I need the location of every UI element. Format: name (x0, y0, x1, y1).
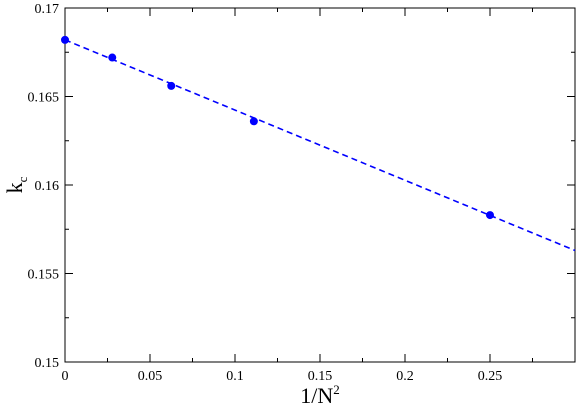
x-tick-label: 0 (62, 369, 69, 384)
y-tick-label: 0.15 (35, 356, 60, 371)
y-tick-label: 0.165 (28, 91, 60, 106)
data-point (249, 117, 258, 126)
y-axis-label: kc (2, 176, 30, 193)
data-point (486, 211, 494, 220)
y-tick-label: 0.155 (28, 268, 60, 283)
x-tick-label: 0.15 (308, 369, 333, 384)
tick-labels: 0 0.05 0.1 0.15 0.2 0.25 0.15 0.155 0.16 0.165 0.1… (28, 2, 503, 384)
data-point (167, 81, 176, 90)
x-tick-label: 0.25 (478, 369, 503, 384)
x-tick-label: 0.05 (138, 369, 163, 384)
x-tick-label: 0.1 (226, 369, 244, 384)
ticks (64, 7, 575, 363)
plot-frame (64, 7, 576, 363)
y-tick-label: 0.17 (35, 2, 60, 17)
fit-line (64, 39, 576, 252)
data-point (61, 35, 69, 44)
data-point (108, 53, 117, 62)
x-axis-label: 1/N2 (300, 382, 340, 408)
y-tick-label: 0.16 (35, 179, 60, 194)
x-tick-label: 0.2 (396, 369, 414, 384)
series-layer (61, 35, 576, 252)
